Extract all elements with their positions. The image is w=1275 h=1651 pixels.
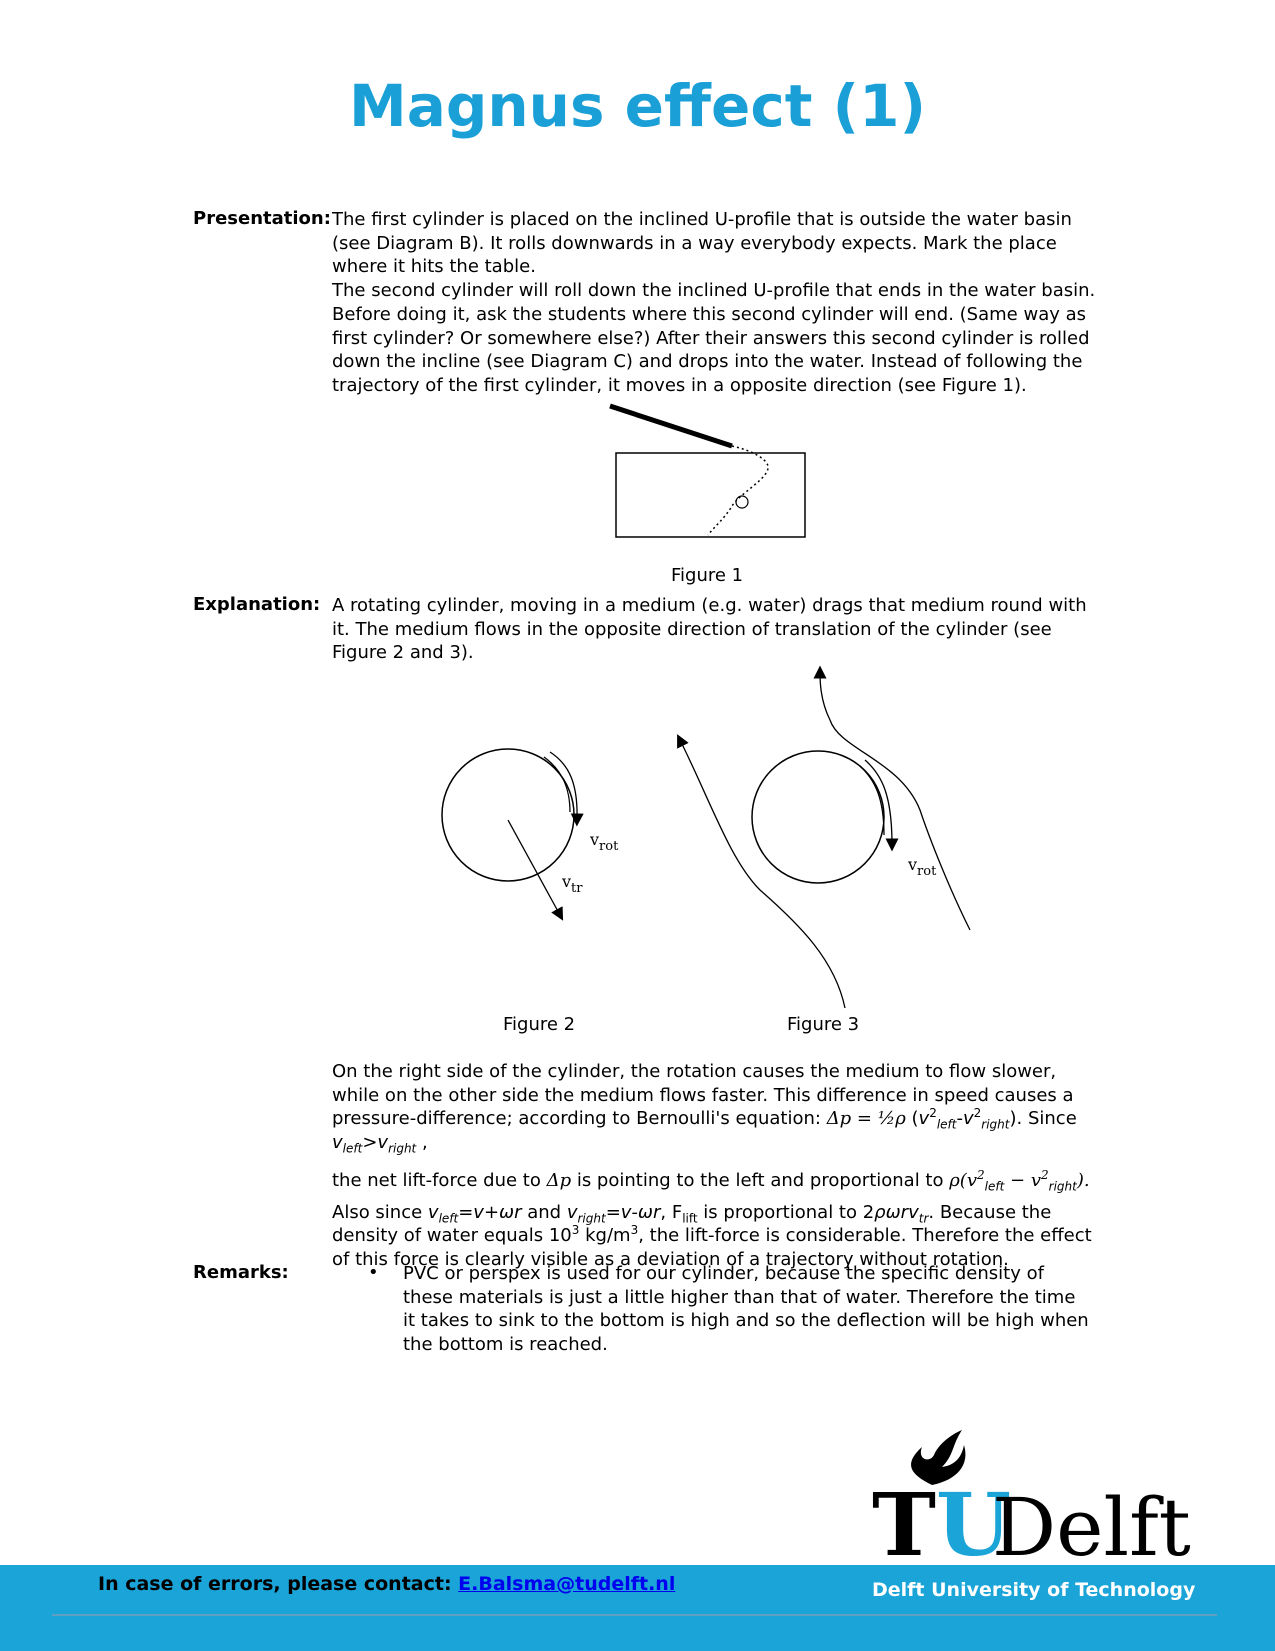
rho-right-sub: right: [1048, 1179, 1077, 1194]
presentation-text: The first cylinder is placed on the incl…: [332, 208, 1102, 398]
rho-close: ).: [1076, 1169, 1090, 1191]
footer-band: [0, 1565, 1275, 1651]
rotation-arrow: [549, 751, 584, 827]
bernoulli-line-1: On the right side of the cylinder, the r…: [332, 1060, 1102, 1155]
rho-left-sub: left: [984, 1179, 1005, 1194]
figure-1-caption: Figure 1: [671, 565, 744, 586]
contact-line: In case of errors, please contact: E.Bal…: [98, 1573, 675, 1595]
v-tr-label: vtr: [561, 872, 583, 896]
incline-profile: [609, 403, 733, 449]
density-unit: kg/m: [579, 1225, 631, 1247]
contact-email-link[interactable]: E.Balsma@tudelft.nl: [458, 1573, 676, 1595]
v-rot-label: vrot: [907, 855, 937, 879]
since-word: Since: [1022, 1108, 1077, 1130]
lift-force-text-2: is pointing to the left and proportional…: [571, 1169, 950, 1191]
vright-rhs: =v-ωr: [605, 1201, 661, 1223]
remarks-label: Remarks:: [193, 1262, 289, 1283]
footer-divider: [52, 1614, 1217, 1616]
explanation-label: Explanation:: [193, 594, 321, 615]
tu-delft-logo: TU Delft: [872, 1430, 1191, 1565]
conclusion-text: , the lift-force is considerable. Theref…: [332, 1225, 1092, 1270]
cylinder-marker: [735, 495, 749, 509]
vright-eq: v: [566, 1201, 578, 1223]
equation-v2: v: [962, 1108, 974, 1130]
rotation-arrow-inner: [859, 765, 885, 836]
translation-arrow: [507, 819, 564, 921]
equation-left-sub: left: [936, 1118, 957, 1132]
university-name: Delft University of Technology: [872, 1579, 1196, 1601]
logo-tu-text: TU: [872, 1475, 1011, 1565]
equation-lhs: Δp =: [826, 1108, 878, 1130]
figure-3-caption: Figure 3: [787, 1014, 860, 1035]
lift-force-text: the net lift-force due to: [332, 1169, 547, 1191]
presentation-label: Presentation:: [193, 208, 331, 229]
equation-minus: -: [956, 1108, 963, 1130]
density-text: . Because the density of water equals 10: [332, 1201, 1052, 1247]
bernoulli-line-3: Also since vleft=v+ωr and vright=v-ωr, F…: [332, 1201, 1102, 1272]
trajectory-path: [707, 445, 769, 536]
comma: ,: [416, 1132, 428, 1154]
presentation-paragraph-1: The first cylinder is placed on the incl…: [332, 209, 1072, 278]
rho-sup-2: 2: [1041, 1167, 1049, 1182]
figure-2-diagram: vrot vtr: [441, 748, 619, 921]
force-lift-sub: lift: [682, 1211, 698, 1226]
figure-2-caption: Figure 2: [503, 1014, 576, 1035]
v-right: v: [377, 1132, 389, 1154]
and-word: and: [521, 1201, 567, 1223]
left-flow-line: [677, 734, 846, 1009]
figure-1-diagram: [609, 403, 806, 538]
v-rot-label: vrot: [589, 830, 619, 854]
gt-symbol: >: [362, 1132, 378, 1154]
water-basin: [615, 452, 806, 538]
v-left: v: [332, 1132, 343, 1154]
rotation-arrow: [864, 759, 899, 852]
equation-sup: 2: [929, 1106, 937, 1121]
rho-expression: ρ(v: [949, 1169, 977, 1191]
v-right-sub: right: [388, 1141, 417, 1156]
proportional-expression: ρωrv: [874, 1201, 919, 1223]
figure-3-diagram: vrot: [677, 665, 971, 1009]
unit-exponent: 3: [630, 1223, 639, 1238]
presentation-paragraph-2: The second cylinder will roll down the i…: [332, 280, 1096, 396]
also-since: Also since: [332, 1201, 428, 1223]
equation-right-sub: right: [981, 1118, 1010, 1132]
vleft-eq: v: [427, 1201, 439, 1223]
vleft-eq-sub: left: [438, 1211, 459, 1226]
force-f: , F: [660, 1201, 683, 1223]
cylinder: [441, 748, 575, 882]
vright-eq-sub: right: [577, 1211, 606, 1226]
equation-paren: (: [905, 1108, 919, 1130]
rho-sup: 2: [977, 1167, 985, 1182]
equation-close: ).: [1009, 1108, 1023, 1130]
proportional-text: is proportional to 2: [697, 1201, 875, 1223]
flame-icon: [911, 1430, 966, 1485]
rotation-arrow-inner: [543, 756, 571, 813]
v-left-sub: left: [342, 1141, 363, 1156]
rho-minus: − v: [1004, 1169, 1041, 1191]
delta-p: Δp: [546, 1169, 572, 1191]
explanation-text: A rotating cylinder, moving in a medium …: [332, 595, 1087, 664]
vleft-rhs: =v+ωr: [458, 1201, 522, 1223]
bullet-marker: •: [368, 1262, 379, 1283]
page-title: Magnus effect (1): [349, 72, 926, 140]
bernoulli-line-2: the net lift-force due to Δp is pointing…: [332, 1169, 1102, 1193]
remark-item: PVC or perspex is used for our cylinder,…: [403, 1263, 1089, 1356]
equation-sup2: 2: [973, 1106, 982, 1121]
equation-rho: ρ: [895, 1108, 906, 1130]
right-flow-line: [813, 665, 971, 931]
proportional-sub: tr: [918, 1211, 929, 1226]
bernoulli-intro: On the right side of the cylinder, the r…: [332, 1061, 1074, 1130]
logo-delft-text: Delft: [992, 1481, 1191, 1565]
density-exponent: 3: [571, 1223, 580, 1238]
contact-label: In case of errors, please contact:: [98, 1573, 459, 1595]
equation-v: v: [918, 1108, 930, 1130]
bernoulli-text: On the right side of the cylinder, the r…: [332, 1060, 1102, 1272]
cylinder: [751, 750, 885, 884]
equation-half: ½: [877, 1108, 896, 1130]
